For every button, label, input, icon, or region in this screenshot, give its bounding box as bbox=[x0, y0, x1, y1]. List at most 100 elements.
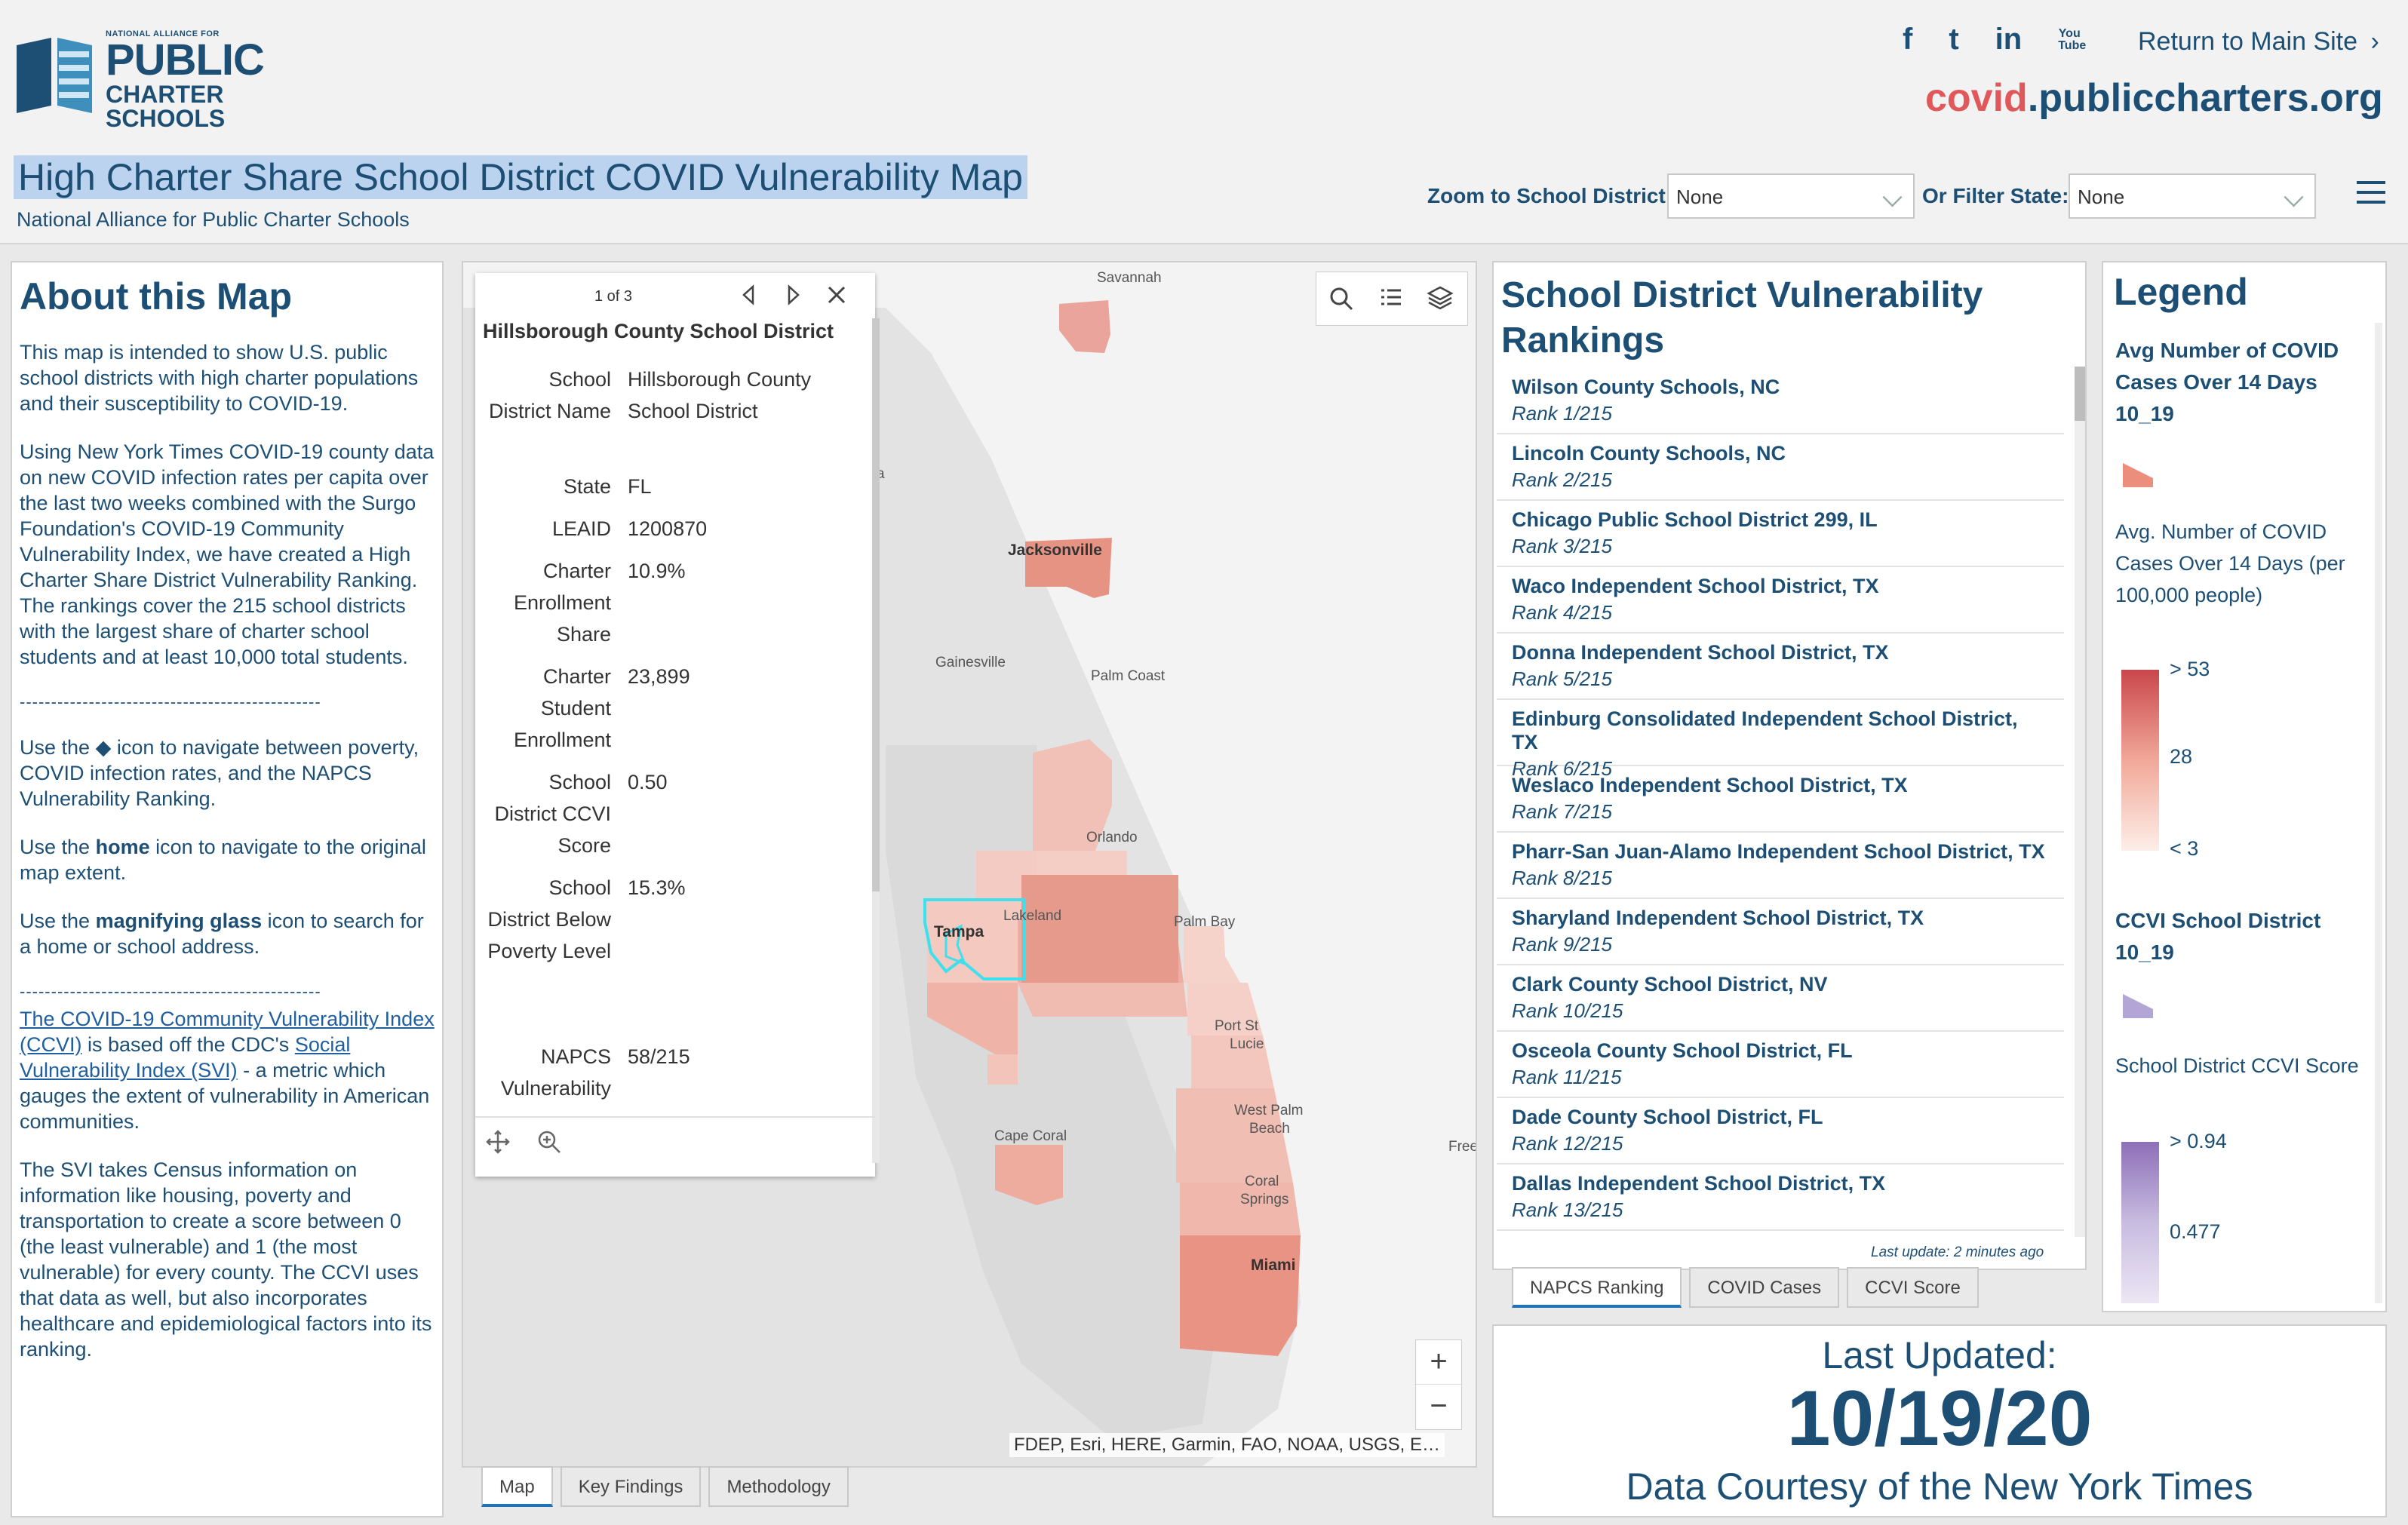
return-link-label: Return to Main Site bbox=[2138, 27, 2358, 56]
city-label: Palm Bay bbox=[1174, 914, 1236, 930]
city-label: Gainesville bbox=[935, 655, 1006, 670]
zoom-out-button[interactable]: − bbox=[1416, 1384, 1461, 1428]
legend-max-value: > 0.94 bbox=[2170, 1130, 2227, 1152]
city-label: a bbox=[877, 466, 885, 482]
zoom-to-icon[interactable] bbox=[537, 1130, 561, 1154]
pan-icon[interactable] bbox=[486, 1130, 510, 1154]
county-shape[interactable] bbox=[1184, 926, 1240, 983]
county-shape[interactable] bbox=[1018, 983, 1187, 1017]
logo[interactable]: NATIONAL ALLIANCE FOR PUBLIC CHARTER SCH… bbox=[106, 30, 265, 131]
last-updated-label: Last Updated: bbox=[1822, 1334, 2057, 1376]
list-item[interactable]: Chicago Public School District 299, IL Ra… bbox=[1497, 501, 2064, 567]
county-shape[interactable] bbox=[1059, 300, 1110, 353]
rankings-scrollbar[interactable] bbox=[2075, 370, 2085, 1237]
tab-key-findings[interactable]: Key Findings bbox=[560, 1466, 702, 1507]
list-item[interactable]: Dallas Independent School District, TX Ra… bbox=[1497, 1164, 2064, 1231]
list-item[interactable]: Donna Independent School District, TX Ran… bbox=[1497, 634, 2064, 700]
map-panel: Savannah Jacksonville Gainesville Palm C… bbox=[462, 261, 1477, 1468]
close-icon[interactable] bbox=[827, 285, 846, 305]
county-shape[interactable] bbox=[1180, 1235, 1301, 1356]
county-shape[interactable] bbox=[1191, 1036, 1274, 1088]
district-rank: Rank 1/215 bbox=[1512, 402, 1612, 425]
tab-covid-cases[interactable]: COVID Cases bbox=[1689, 1267, 1840, 1308]
map-view[interactable]: Savannah Jacksonville Gainesville Palm C… bbox=[463, 262, 1476, 1466]
list-item[interactable]: Sharyland Independent School District, T… bbox=[1497, 899, 2064, 965]
youtube-icon[interactable]: You Tube bbox=[2058, 26, 2087, 52]
city-label: Jacksonville bbox=[1008, 542, 1102, 559]
site-url-domain: .publiccharters.org bbox=[2027, 76, 2383, 120]
list-item[interactable]: Dade County School District, FL Rank 12/2… bbox=[1497, 1098, 2064, 1164]
county-shape[interactable] bbox=[1025, 538, 1112, 598]
rankings-tabs: NAPCS Ranking COVID Cases CCVI Score bbox=[1512, 1267, 1979, 1308]
list-item[interactable]: Edinburg Consolidated Independent School… bbox=[1497, 700, 2064, 780]
page-header: NATIONAL ALLIANCE FOR PUBLIC CHARTER SCH… bbox=[0, 0, 2408, 244]
county-shape[interactable] bbox=[987, 1054, 1018, 1085]
city-label: Lucie bbox=[1230, 1036, 1264, 1052]
tab-napcs-ranking[interactable]: NAPCS Ranking bbox=[1512, 1267, 1682, 1308]
list-item[interactable]: Lincoln County Schools, NC Rank 2/215 bbox=[1497, 434, 2064, 501]
rankings-list[interactable]: Wilson County Schools, NC Rank 1/215 Linc… bbox=[1497, 368, 2064, 1258]
district-rank: Rank 13/215 bbox=[1512, 1198, 1623, 1221]
legend-field-label: School District CCVI Score bbox=[2115, 1054, 2359, 1077]
tab-methodology[interactable]: Methodology bbox=[708, 1466, 849, 1507]
tab-ccvi-score[interactable]: CCVI Score bbox=[1847, 1267, 1979, 1308]
legend-color-ramp bbox=[2121, 670, 2159, 851]
logo-public: PUBLIC bbox=[106, 35, 265, 84]
about-paragraph-layers: Use the ◆ icon to navigate between pover… bbox=[20, 735, 435, 812]
about-paragraph-svi: The SVI takes Census information on info… bbox=[20, 1158, 432, 1361]
legend-layer-title: Avg Number of COVID Cases Over 14 Days 1… bbox=[2115, 339, 2339, 425]
county-shape[interactable] bbox=[927, 983, 1018, 1054]
ccvi-link[interactable]: The COVID-19 Community Vulnerability Ind… bbox=[20, 1008, 435, 1056]
logo-book-icon[interactable] bbox=[17, 30, 92, 113]
last-updated-panel: Last Updated: 10/19/20 Data Courtesy of … bbox=[1492, 1324, 2387, 1517]
twitter-icon[interactable]: t bbox=[1949, 23, 1959, 56]
legend-scrollbar[interactable] bbox=[2375, 323, 2382, 1303]
layers-icon[interactable] bbox=[1427, 284, 1454, 311]
zoom-select-value: None bbox=[1676, 186, 1724, 208]
divider: ----------------------------------------… bbox=[20, 692, 321, 711]
search-icon[interactable] bbox=[1328, 286, 1354, 311]
county-shape[interactable] bbox=[1187, 983, 1263, 1036]
legend-mid-value: 28 bbox=[2170, 745, 2193, 768]
filter-state-select[interactable]: None bbox=[2069, 173, 2316, 219]
return-to-main-site-link[interactable]: Return to Main Site › bbox=[2138, 27, 2379, 57]
map-tabs: Map Key Findings Methodology bbox=[481, 1466, 849, 1507]
text: Use the bbox=[20, 910, 91, 932]
list-item[interactable]: Weslaco Independent School District, TX R… bbox=[1497, 766, 2064, 833]
filter-select-value: None bbox=[2078, 186, 2125, 208]
district-rank: Rank 10/215 bbox=[1512, 999, 1623, 1022]
district-name: Lincoln County Schools, NC bbox=[1512, 442, 1786, 465]
zoom-controls: + − bbox=[1415, 1339, 1462, 1430]
rankings-scroll-thumb[interactable] bbox=[2075, 367, 2085, 421]
svi-link[interactable]: Social Vulnerability Index (SVI) bbox=[20, 1033, 351, 1082]
county-shape[interactable] bbox=[1180, 1183, 1301, 1235]
previous-feature-icon[interactable] bbox=[741, 284, 756, 306]
county-shape[interactable] bbox=[1033, 739, 1112, 851]
county-shape[interactable] bbox=[1021, 875, 1178, 983]
selected-county-outline[interactable] bbox=[923, 898, 1026, 980]
popup-scroll-thumb[interactable] bbox=[872, 318, 880, 891]
city-label: Tampa bbox=[934, 923, 984, 940]
district-name: Dallas Independent School District, TX bbox=[1512, 1172, 1886, 1195]
list-item[interactable]: Waco Independent School District, TX Rank… bbox=[1497, 567, 2064, 634]
list-icon[interactable] bbox=[1378, 286, 1404, 311]
county-shape[interactable] bbox=[995, 1145, 1063, 1205]
facebook-icon[interactable]: f bbox=[1903, 23, 1913, 56]
list-item[interactable]: Pharr-San Juan-Alamo Independent School … bbox=[1497, 833, 2064, 899]
zoom-in-button[interactable]: + bbox=[1430, 1345, 1448, 1378]
menu-icon[interactable] bbox=[2357, 181, 2385, 204]
district-name: Dade County School District, FL bbox=[1512, 1106, 1823, 1128]
list-item[interactable]: Osceola County School District, FL Rank 1… bbox=[1497, 1032, 2064, 1098]
district-rank: Rank 6/215 bbox=[1512, 757, 1612, 780]
tab-map[interactable]: Map bbox=[481, 1466, 553, 1507]
next-feature-icon[interactable] bbox=[786, 284, 801, 306]
list-item[interactable]: Clark County School District, NV Rank 10/… bbox=[1497, 965, 2064, 1032]
feature-popup[interactable]: 1 of 3 Hillsborough County School Distri… bbox=[475, 273, 880, 1177]
district-name: Weslaco Independent School District, TX bbox=[1512, 774, 1908, 796]
map-attribution[interactable]: FDEP, Esri, HERE, Garmin, FAO, NOAA, USG… bbox=[1009, 1433, 1445, 1457]
linkedin-icon[interactable]: in bbox=[1995, 23, 2023, 56]
county-shape[interactable] bbox=[927, 899, 1018, 983]
zoom-to-district-select[interactable]: None bbox=[1667, 173, 1915, 219]
county-shape[interactable] bbox=[1176, 1088, 1293, 1183]
list-item[interactable]: Wilson County Schools, NC Rank 1/215 bbox=[1497, 368, 2064, 434]
